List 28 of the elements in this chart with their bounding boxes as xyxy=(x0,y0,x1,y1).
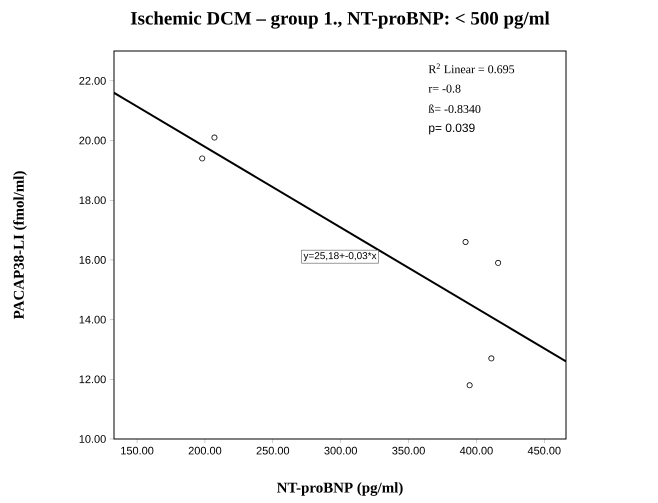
annotation: y=25,18+-0,03*x xyxy=(303,252,376,262)
point xyxy=(199,155,206,162)
annotation: R$^{2}$ Linear = 0.695 xyxy=(428,64,514,74)
point xyxy=(462,239,469,245)
point xyxy=(211,134,218,141)
chart-title: Ischemic DCM – group 1., NT-proBNP: < 500 pg/ml xyxy=(130,11,550,29)
x-tick-label: 400.00 xyxy=(460,446,493,455)
x-tick-label: 200.00 xyxy=(188,446,222,455)
y-axis-title: PACAP38-LI (fmol/ml) xyxy=(13,171,27,320)
y-tick-label: 12.00 xyxy=(80,375,106,384)
x-tick-label: 350.00 xyxy=(392,446,425,455)
point xyxy=(488,355,494,362)
point xyxy=(466,382,473,388)
y-tick-label: 22.00 xyxy=(79,76,106,85)
y-tick-label: 20.00 xyxy=(79,136,106,144)
x-tick-label: 300.00 xyxy=(324,446,357,455)
annotation: r= -0.8 xyxy=(428,84,461,93)
x-tick-label: 150.00 xyxy=(121,446,154,455)
annotation: ß= -0.8340 xyxy=(428,104,480,114)
x-tick-label: 450.00 xyxy=(528,446,561,455)
y-tick-label: 18.00 xyxy=(80,196,106,204)
x-tick-label: 250.00 xyxy=(256,446,290,455)
x-axis-title: NT-proBNP (pg/ml) xyxy=(276,482,403,496)
y-tick-label: 16.00 xyxy=(80,256,106,264)
point xyxy=(495,260,502,266)
y-tick-label: 14.00 xyxy=(80,316,106,324)
annotation: p= 0.039 xyxy=(429,124,475,134)
y-tick-label: 10.00 xyxy=(80,435,106,443)
